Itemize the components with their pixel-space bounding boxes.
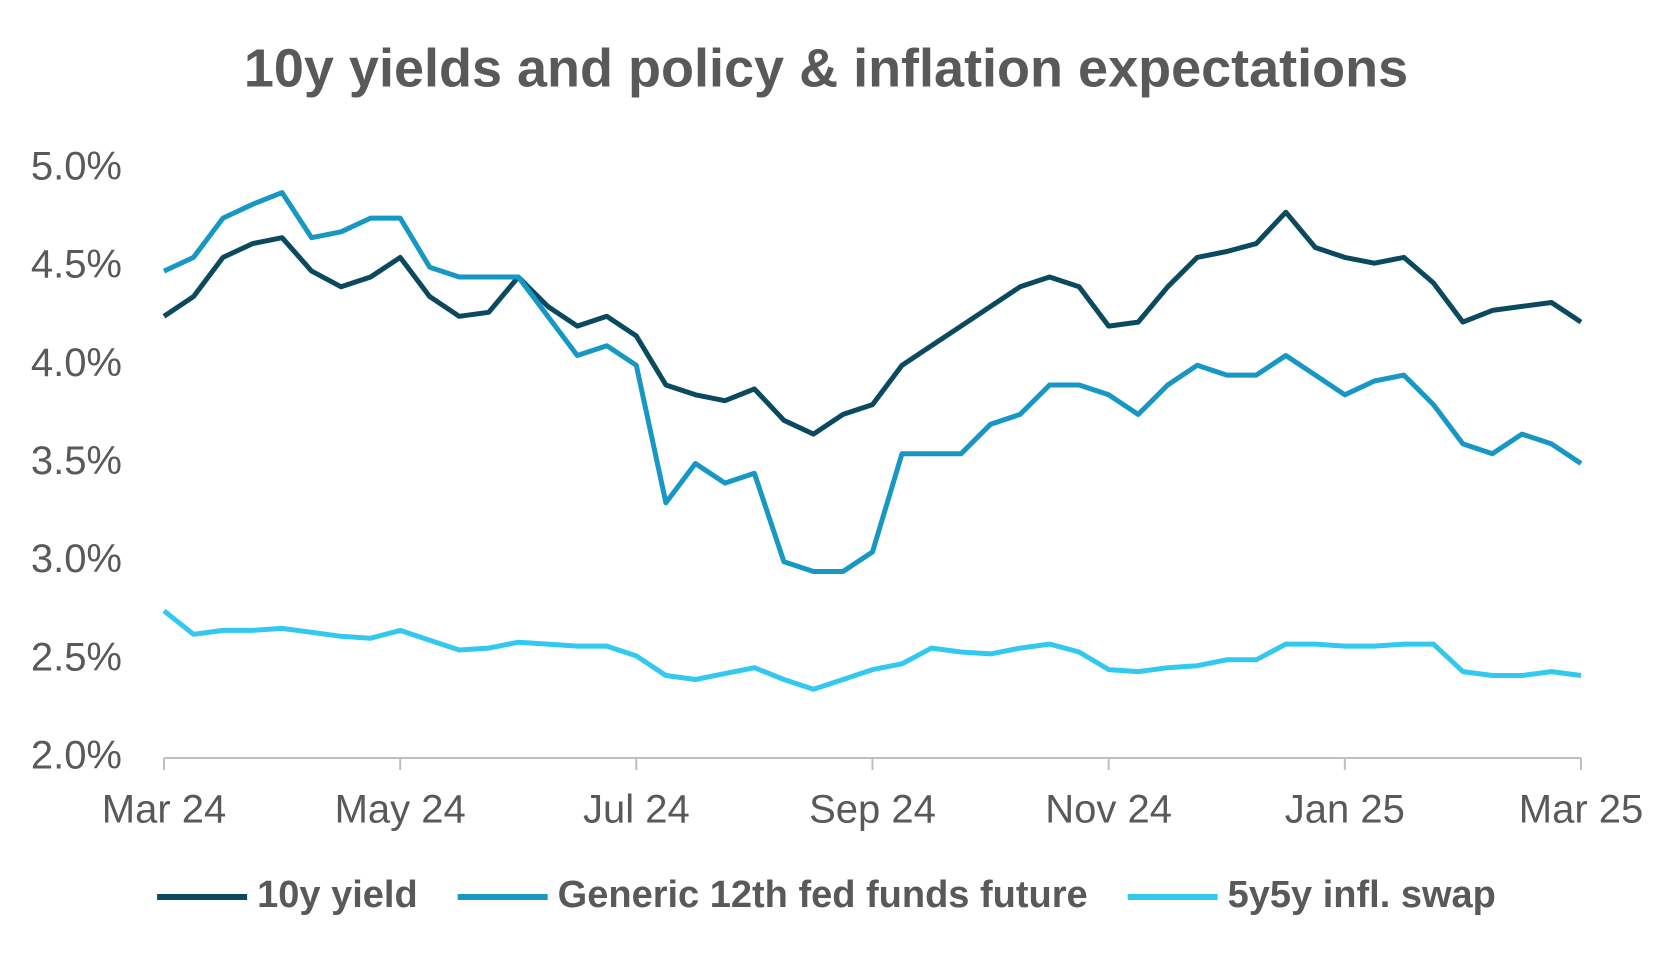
x-tick-label: Nov 24 [1045,788,1172,832]
x-tick-label: Mar 24 [102,788,227,832]
y-tick-label: 4.0% [31,341,122,385]
series-line [162,209,1583,437]
x-tick-label: May 24 [335,788,466,832]
legend-label: 5y5y infl. swap [1228,874,1496,916]
x-tick-label: Mar 25 [1519,788,1644,832]
y-tick-label: 3.0% [31,537,122,581]
y-tick-label: 4.5% [31,243,122,287]
x-tick-label: Jan 25 [1285,788,1405,832]
y-tick-label: 2.0% [31,734,122,778]
x-tick-label: Sep 24 [809,788,936,832]
x-tick-label: Jul 24 [583,788,690,832]
legend-label: 10y yield [257,874,418,916]
series-line [162,608,1582,692]
legend-label: Generic 12th fed funds future [558,874,1088,916]
series-line [162,190,1583,574]
y-tick-label: 5.0% [31,145,122,189]
y-tick-label: 3.5% [31,439,122,483]
chart-title: 10y yields and policy & inflation expect… [244,38,1408,98]
y-tick-label: 2.5% [31,635,122,679]
